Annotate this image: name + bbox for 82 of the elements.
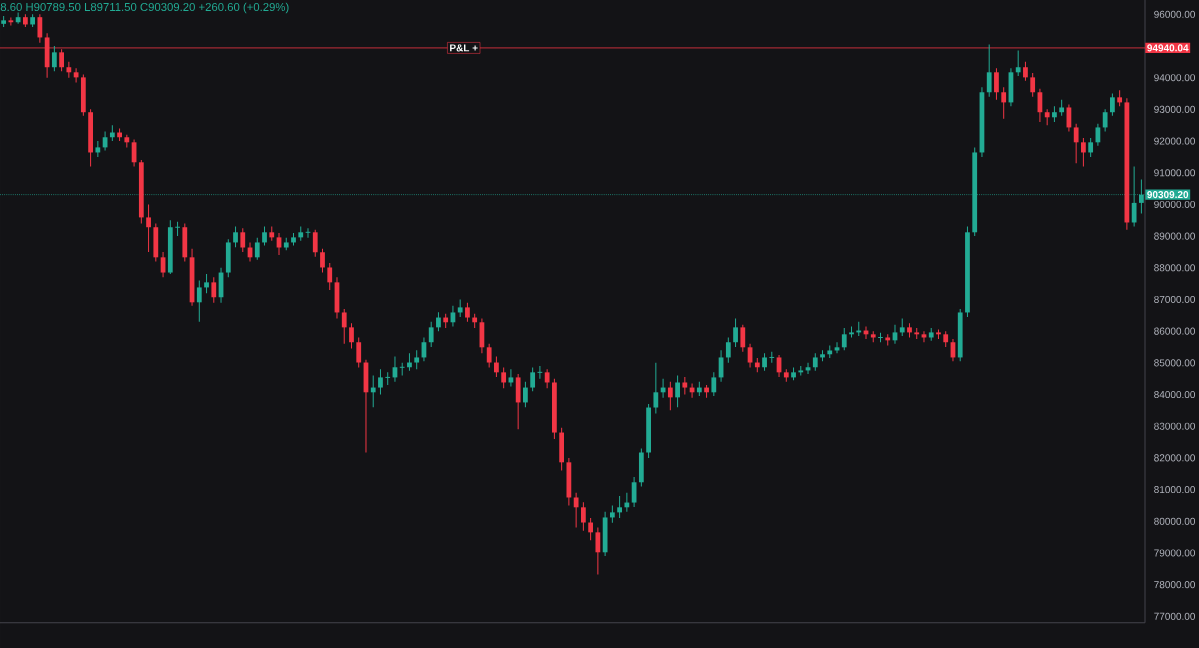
y-tick-label: 82000.00 bbox=[1154, 454, 1196, 462]
candlestick bbox=[327, 262, 333, 291]
candlestick bbox=[733, 317, 738, 348]
candlestick bbox=[37, 13, 43, 44]
candlestick bbox=[276, 232, 282, 256]
candlestick bbox=[312, 229, 318, 258]
y-tick-label: 91000.00 bbox=[1154, 169, 1196, 177]
candlestick bbox=[841, 327, 847, 351]
candlestick bbox=[356, 336, 362, 369]
candlestick bbox=[768, 351, 775, 364]
y-tick-label: 84000.00 bbox=[1154, 390, 1196, 399]
candlestick bbox=[711, 371, 717, 397]
y-tick-label: 77000.00 bbox=[1154, 612, 1196, 620]
y-tick-label: 88000.00 bbox=[1154, 264, 1196, 272]
candlestick bbox=[588, 517, 594, 541]
candlestick bbox=[399, 362, 406, 377]
candlestick bbox=[530, 367, 536, 392]
candlestick bbox=[1110, 93, 1115, 117]
candlestick bbox=[233, 226, 238, 248]
y-tick-label: 92000.00 bbox=[1154, 137, 1196, 145]
candlestick bbox=[1001, 86, 1007, 120]
ref-line-label: 90309.20 bbox=[1147, 191, 1189, 199]
candlestick bbox=[15, 11, 21, 25]
candlestick bbox=[1102, 108, 1108, 133]
candlestick bbox=[414, 349, 420, 370]
annotation: P&L + bbox=[450, 44, 478, 52]
candlestick bbox=[66, 61, 72, 79]
candlestick bbox=[428, 321, 434, 348]
candlestick bbox=[436, 311, 441, 332]
y-tick-label: 80000.00 bbox=[1154, 517, 1196, 525]
y-tick-label: 94000.00 bbox=[1154, 74, 1196, 82]
candlestick bbox=[384, 371, 391, 386]
candlestick bbox=[1081, 137, 1086, 167]
candlestick bbox=[544, 368, 550, 389]
candlestick bbox=[1030, 72, 1036, 98]
candlestick bbox=[523, 381, 528, 408]
candlestick bbox=[740, 324, 746, 353]
candlestick bbox=[667, 381, 673, 411]
candlestick bbox=[1073, 123, 1079, 164]
candlestick bbox=[341, 308, 347, 345]
candlestick bbox=[51, 45, 57, 72]
y-tick-label: 87000.00 bbox=[1154, 295, 1196, 304]
candlestick bbox=[595, 527, 601, 575]
candlestick bbox=[1023, 61, 1028, 82]
y-tick-label: 93000.00 bbox=[1154, 105, 1196, 113]
candlestick bbox=[580, 501, 586, 532]
y-tick-label: 96000.00 bbox=[1154, 10, 1196, 18]
y-tick-label: 85000.00 bbox=[1154, 359, 1196, 367]
candlestick bbox=[486, 343, 492, 369]
y-tick-label: 90000.00 bbox=[1154, 200, 1196, 208]
candlestick bbox=[617, 495, 622, 519]
candlestick bbox=[320, 248, 325, 274]
candlestick bbox=[254, 237, 260, 261]
candlestick bbox=[8, 16, 14, 26]
candlestick bbox=[378, 368, 383, 396]
y-tick-label: 83000.00 bbox=[1154, 422, 1196, 430]
candlestick bbox=[994, 67, 999, 101]
candlestick bbox=[1088, 137, 1094, 158]
candlestick bbox=[349, 322, 354, 350]
candlestick bbox=[494, 356, 499, 378]
candlestick bbox=[465, 302, 470, 323]
candlestick bbox=[986, 43, 992, 98]
y-tick-label: 79000.00 bbox=[1154, 549, 1196, 557]
candlestick bbox=[211, 276, 217, 304]
text: 8.60 H90789.50 L89711.50 C90309.20 +260.60 (+0.29%) bbox=[0, 2, 289, 14]
candlestick bbox=[725, 336, 731, 364]
candlestick bbox=[174, 221, 181, 237]
candlestick bbox=[240, 227, 246, 253]
candlestick bbox=[1015, 49, 1021, 77]
y-tick-label: 89000.00 bbox=[1154, 232, 1196, 240]
ref-line-label: 94940.04 bbox=[1147, 44, 1189, 52]
candlestick bbox=[501, 367, 507, 389]
candlestick bbox=[204, 273, 209, 294]
candlestick bbox=[573, 492, 579, 529]
candlestick bbox=[146, 203, 151, 253]
y-tick-label: 81000.00 bbox=[1154, 486, 1196, 494]
candlestick bbox=[675, 375, 680, 408]
candlestick bbox=[196, 279, 202, 323]
y-tick-label: 86000.00 bbox=[1154, 327, 1196, 335]
candlestick bbox=[262, 226, 267, 247]
candlestick bbox=[653, 362, 659, 415]
y-tick-label: 78000.00 bbox=[1154, 581, 1196, 589]
